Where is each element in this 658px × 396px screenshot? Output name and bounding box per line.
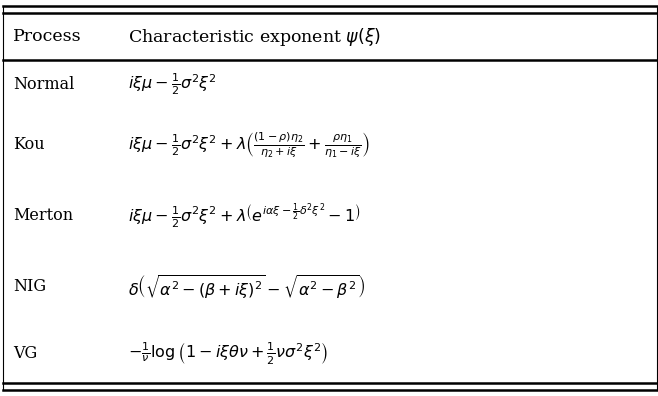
- Text: Process: Process: [13, 28, 82, 45]
- Text: Normal: Normal: [13, 76, 74, 93]
- Text: $-\frac{1}{\nu}\log\left(1 - i\xi\theta\nu + \frac{1}{2}\nu\sigma^2\xi^2\right)$: $-\frac{1}{\nu}\log\left(1 - i\xi\theta\…: [128, 340, 329, 366]
- Text: $i\xi\mu - \frac{1}{2}\sigma^2\xi^2 + \lambda\left(e^{i\alpha\xi - \frac{1}{2}\d: $i\xi\mu - \frac{1}{2}\sigma^2\xi^2 + \l…: [128, 201, 361, 230]
- Text: $\delta\left(\sqrt{\alpha^2-(\beta+i\xi)^2} - \sqrt{\alpha^2-\beta^2}\right)$: $\delta\left(\sqrt{\alpha^2-(\beta+i\xi)…: [128, 273, 366, 301]
- Text: Kou: Kou: [13, 136, 45, 153]
- Text: $i\xi\mu - \frac{1}{2}\sigma^2\xi^2$: $i\xi\mu - \frac{1}{2}\sigma^2\xi^2$: [128, 71, 217, 97]
- Text: Characteristic exponent $\psi(\xi)$: Characteristic exponent $\psi(\xi)$: [128, 26, 382, 48]
- Text: Merton: Merton: [13, 207, 73, 224]
- Text: $i\xi\mu - \frac{1}{2}\sigma^2\xi^2 + \lambda\left(\frac{(1-\rho)\eta_2}{\eta_2+: $i\xi\mu - \frac{1}{2}\sigma^2\xi^2 + \l…: [128, 130, 370, 160]
- Text: NIG: NIG: [13, 278, 46, 295]
- Text: VG: VG: [13, 345, 38, 362]
